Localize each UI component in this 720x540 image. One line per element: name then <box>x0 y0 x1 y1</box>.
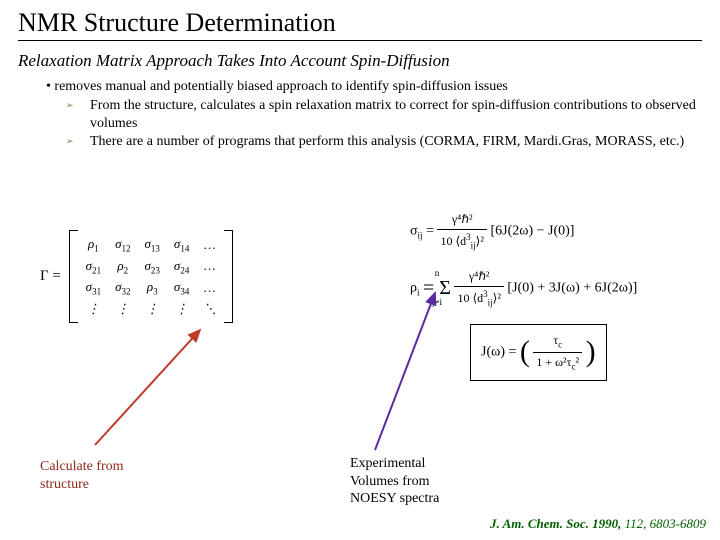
matrix-table: ρ1σ12σ13σ14…σ21ρ2σ23σ24…σ31σ32ρ3σ34…⋮⋮⋮⋮… <box>79 234 224 319</box>
subtitle: Relaxation Matrix Approach Takes Into Ac… <box>18 51 702 71</box>
matrix-cell: … <box>196 256 223 278</box>
matrix-cell: ρ3 <box>137 277 166 299</box>
sub-bullet-2: ➢There are a number of programs that per… <box>78 133 702 151</box>
annot-right-line3: NOESY spectra <box>350 491 439 506</box>
annot-left-line2: structure <box>40 477 89 492</box>
matrix-cell: σ21 <box>79 256 108 278</box>
arrow-red-icon <box>90 320 220 450</box>
matrix-cell: ⋮ <box>137 299 166 319</box>
matrix-cell: σ31 <box>79 277 108 299</box>
slide-container: NMR Structure Determination Relaxation M… <box>0 0 720 540</box>
matrix-cell: … <box>196 277 223 299</box>
sigma-subscript: ij <box>418 231 423 241</box>
paren-left-icon: ( <box>520 340 530 364</box>
chevron-icon: ➢ <box>78 136 90 148</box>
relaxation-matrix: Γ = ρ1σ12σ13σ14… σ21ρ2σ23σ24… σ31σ32ρ3σ34…… <box>40 230 233 323</box>
matrix-cell: ρ2 <box>108 256 137 278</box>
matrix-cell: ρ1 <box>79 234 108 256</box>
sub-bullet-1: ➢From the structure, calculates a spin r… <box>78 97 702 133</box>
j-lhs: J(ω) = <box>481 344 516 359</box>
annot-right-line1: Experimental <box>350 456 425 471</box>
matrix-cell: σ14 <box>167 234 196 256</box>
matrix-cell: ⋱ <box>196 299 223 319</box>
rho-den: 10 ⟨d3ij⟩² <box>454 287 503 310</box>
boxed-equation: J(ω) = ( τc 1 + ω²τc² ) <box>470 324 607 381</box>
sigma-fraction: γ⁴ℏ² 10 ⟨d3ij⟩² <box>437 210 486 253</box>
annotation-calculate: Calculate from structure <box>40 458 124 493</box>
sigma-sym: σ <box>410 224 418 239</box>
j-fraction: τc 1 + ω²τc² <box>533 331 582 374</box>
eq-sigma: σij = γ⁴ℏ² 10 ⟨d3ij⟩² [6J(2ω) − J(0)] <box>410 210 637 253</box>
bullet-main: • removes manual and potentially biased … <box>46 79 702 95</box>
paren-right-icon: ) <box>586 340 596 364</box>
matrix-cell: σ32 <box>108 277 137 299</box>
j-den: 1 + ω²τc² <box>533 353 582 374</box>
matrix-cell: σ24 <box>167 256 196 278</box>
matrix-cell: σ13 <box>137 234 166 256</box>
page-title: NMR Structure Determination <box>18 8 702 41</box>
matrix-cell: σ12 <box>108 234 137 256</box>
sigma-bracket-term: [6J(2ω) − J(0)] <box>490 224 574 239</box>
matrix-cell: … <box>196 234 223 256</box>
equation-area: Γ = ρ1σ12σ13σ14… σ21ρ2σ23σ24… σ31σ32ρ3σ34…… <box>0 210 720 410</box>
arrow-purple-icon <box>330 285 460 455</box>
matrix-cell: ⋮ <box>79 299 108 319</box>
eq-spectral-density: J(ω) = ( τc 1 + ω²τc² ) <box>470 324 637 381</box>
citation: J. Am. Chem. Soc. 1990, 112, 6803-6809 <box>490 516 706 532</box>
sigma-den: 10 ⟨d3ij⟩² <box>437 230 486 253</box>
sub-bullet-2-text: There are a number of programs that perf… <box>90 134 684 149</box>
matrix-cell: ⋮ <box>108 299 137 319</box>
sigma-num: γ⁴ℏ² <box>437 210 486 230</box>
matrix-cell: σ23 <box>137 256 166 278</box>
matrix-cell: σ34 <box>167 277 196 299</box>
chevron-icon: ➢ <box>78 100 90 112</box>
annot-left-line1: Calculate from <box>40 459 124 474</box>
matrix-lhs: Γ = <box>40 268 61 285</box>
annotation-experimental: Experimental Volumes from NOESY spectra <box>350 455 439 508</box>
rho-fraction: γ⁴ℏ² 10 ⟨d3ij⟩² <box>454 267 503 310</box>
rho-bracket-term: [J(0) + 3J(ω) + 6J(2ω)] <box>507 281 637 296</box>
rho-num: γ⁴ℏ² <box>454 267 503 287</box>
citation-year: 1990, <box>589 516 625 531</box>
sub-bullet-1-text: From the structure, calculates a spin re… <box>90 98 696 131</box>
annot-right-line2: Volumes from <box>350 474 429 489</box>
citation-pages: 6803-6809 <box>646 516 706 531</box>
j-num: τc <box>533 331 582 353</box>
citation-journal: J. Am. Chem. Soc. <box>490 516 589 531</box>
matrix-bracket: ρ1σ12σ13σ14…σ21ρ2σ23σ24…σ31σ32ρ3σ34…⋮⋮⋮⋮… <box>69 230 234 323</box>
matrix-cell: ⋮ <box>167 299 196 319</box>
citation-volume: 112, <box>625 516 647 531</box>
